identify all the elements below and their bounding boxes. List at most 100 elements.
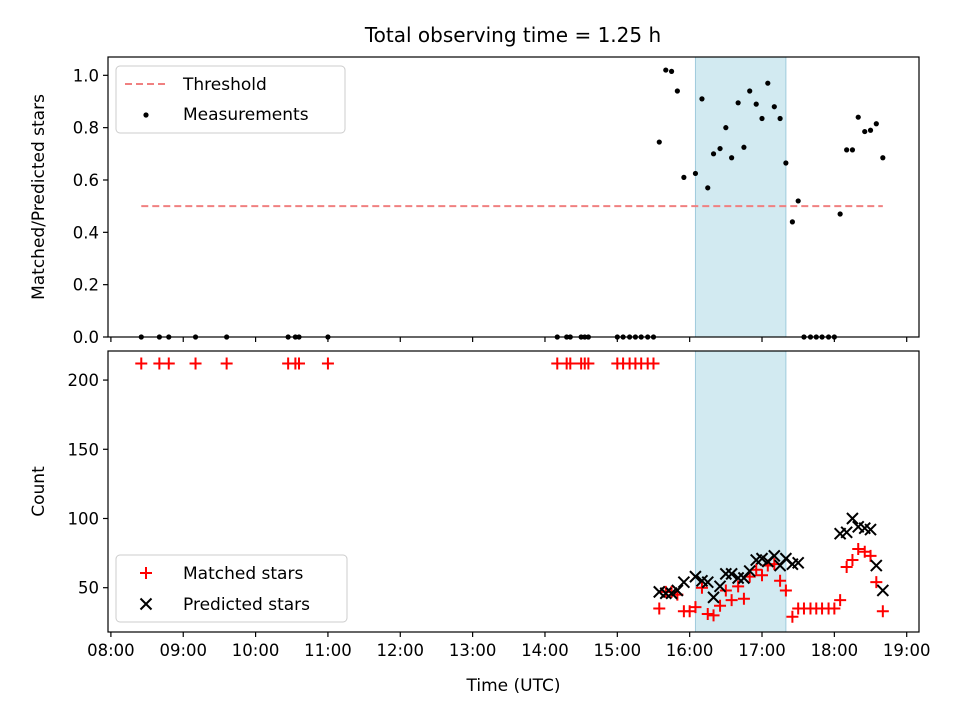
- data-point: [292, 357, 305, 370]
- data-point: [659, 587, 672, 600]
- data-point: [759, 115, 765, 122]
- data-point: [876, 605, 889, 618]
- legend-measurements-swatch: [143, 112, 149, 118]
- top-y-tick-label: 0.0: [73, 328, 99, 347]
- bottom-y-tick-label: 200: [68, 371, 100, 390]
- data-point: [741, 144, 747, 150]
- data-point: [729, 155, 735, 161]
- data-point: [135, 357, 148, 370]
- x-tick-label: 09:00: [159, 641, 207, 660]
- data-point: [725, 567, 738, 581]
- data-point: [731, 571, 745, 585]
- top-y-tick-label: 0.6: [73, 171, 99, 190]
- data-point: [774, 574, 787, 587]
- data-point: [719, 567, 733, 581]
- x-tick-label: 18:00: [811, 641, 859, 660]
- data-point: [867, 127, 874, 133]
- data-point: [795, 198, 801, 204]
- data-point: [695, 581, 708, 594]
- data-point: [862, 128, 868, 135]
- legend-label-matched: Matched stars: [183, 564, 303, 584]
- bottom-observing-window: [694, 350, 787, 633]
- data-point: [870, 576, 883, 589]
- top-chart-title: Total observing time = 1.25 h: [364, 23, 661, 47]
- data-point: [789, 219, 795, 225]
- data-point: [162, 357, 175, 370]
- data-point: [189, 357, 202, 370]
- top-observing-window: [694, 56, 787, 338]
- legend-matched-swatch: [140, 567, 152, 579]
- top-series-dot: [138, 67, 886, 340]
- data-point: [653, 602, 666, 615]
- data-point: [681, 174, 687, 180]
- data-point: [668, 68, 675, 74]
- data-point: [689, 601, 702, 614]
- data-point: [671, 584, 684, 597]
- data-point: [220, 357, 233, 370]
- x-tick-label: 08:00: [87, 641, 135, 660]
- data-point: [834, 594, 847, 607]
- data-point: [771, 104, 777, 110]
- data-point: [701, 608, 714, 621]
- data-point: [707, 591, 720, 604]
- data-point: [791, 556, 805, 569]
- data-point: [674, 88, 680, 94]
- bottom-axes-frame: [107, 350, 920, 633]
- data-point: [735, 100, 741, 106]
- legend-label-predicted: Predicted stars: [183, 595, 310, 615]
- data-point: [864, 523, 877, 536]
- data-point: [714, 599, 727, 612]
- data-point: [783, 160, 789, 166]
- data-point: [844, 147, 850, 153]
- data-point: [786, 610, 799, 623]
- data-point: [849, 147, 856, 153]
- data-point: [705, 185, 711, 191]
- data-point: [647, 357, 660, 370]
- data-point: [564, 357, 577, 370]
- top-y-axis-label: Matched/Predicted stars: [29, 94, 49, 300]
- data-point: [837, 211, 843, 217]
- x-tick-label: 10:00: [232, 641, 280, 660]
- legend-label-measurements: Measurements: [183, 105, 309, 125]
- legend-label-threshold: Threshold: [182, 75, 267, 95]
- data-point: [840, 526, 853, 539]
- top-y-tick-label: 0.8: [73, 119, 99, 138]
- x-tick-label: 15:00: [594, 641, 642, 660]
- data-point: [876, 584, 890, 597]
- data-point: [873, 121, 879, 127]
- x-tick-label: 19:00: [883, 641, 931, 660]
- data-point: [777, 115, 783, 122]
- data-point: [701, 575, 714, 589]
- data-point: [321, 357, 334, 370]
- bottom-y-tick-label: 100: [68, 509, 100, 528]
- data-point: [663, 67, 669, 73]
- data-point: [699, 96, 705, 102]
- top-y-tick-label: 0.2: [73, 276, 99, 295]
- bottom-chart: 08:00 09:00 10:00 11:00 12:00 13:00 14:00 15:00…: [29, 350, 931, 696]
- top-legend: Threshold Measurements: [115, 65, 346, 134]
- data-point: [870, 559, 883, 572]
- legend-predicted-swatch: [139, 597, 153, 611]
- data-point: [880, 155, 886, 161]
- data-point: [753, 101, 759, 107]
- data-point: [710, 151, 717, 157]
- bottom-legend: Matched stars Predicted stars: [115, 554, 348, 623]
- data-point: [656, 139, 662, 145]
- data-point: [677, 575, 691, 589]
- data-point: [852, 542, 865, 555]
- data-point: [582, 357, 595, 370]
- data-point: [768, 549, 781, 563]
- data-point: [725, 594, 738, 607]
- x-tick-label: 11:00: [304, 641, 352, 660]
- data-point: [713, 580, 727, 593]
- x-tick-label: 13:00: [449, 641, 497, 660]
- x-tick-label: 17:00: [738, 641, 786, 660]
- bottom-y-tick-label: 150: [68, 440, 100, 459]
- data-point: [689, 570, 702, 583]
- x-tick-label: 14:00: [521, 641, 569, 660]
- data-point: [846, 554, 859, 567]
- data-point: [717, 145, 723, 152]
- data-point: [840, 560, 853, 573]
- data-point: [737, 592, 750, 605]
